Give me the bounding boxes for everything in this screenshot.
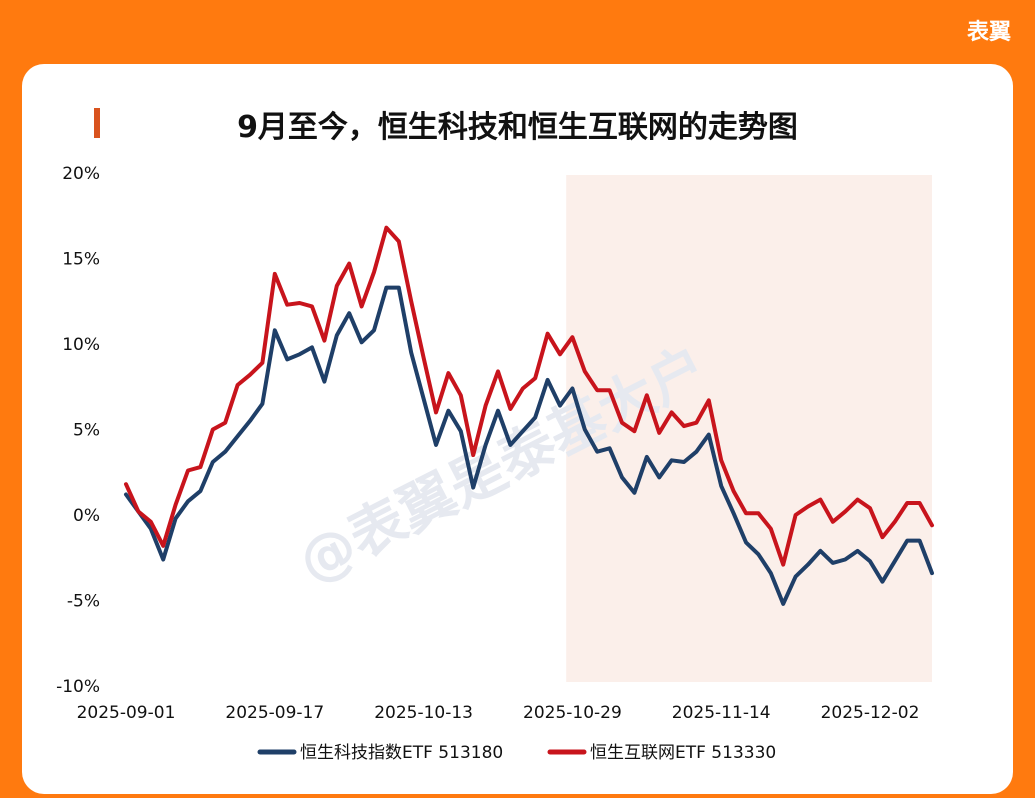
y-tick-label: 5%	[73, 421, 100, 441]
y-tick-label: 0%	[73, 506, 100, 526]
x-tick-label: 2025-10-29	[523, 703, 622, 723]
chart-card: 9月至今，恒生科技和恒生互联网的走势图 @表翼是泰基大户 20% 15% 10% 5%…	[22, 64, 1013, 794]
x-tick-label: 2025-12-02	[821, 703, 920, 723]
x-tick-label: 2025-09-17	[225, 703, 324, 723]
legend-label-2: 恒生互联网ETF 513330	[590, 743, 776, 763]
x-tick-label: 2025-10-13	[374, 703, 473, 723]
chart-title: 9月至今，恒生科技和恒生互联网的走势图	[237, 110, 798, 145]
x-tick-label: 2025-09-01	[77, 703, 176, 723]
series-line-2	[124, 225, 934, 567]
line-chart: @表翼是泰基大户 20%15%10%5%0%-5%-10% 2025-09-01…	[56, 164, 934, 763]
x-tick-label: 2025-11-14	[672, 703, 771, 723]
brand-logo: 表翼	[966, 20, 1011, 45]
accent-bar	[94, 108, 100, 138]
y-tick-label: 15%	[62, 250, 100, 270]
y-tick-label: 10%	[62, 335, 100, 355]
y-tick-label: -10%	[56, 677, 100, 697]
y-tick-label: 20%	[62, 164, 100, 184]
legend-label-1: 恒生科技指数ETF 513180	[300, 743, 503, 763]
y-tick-label: -5%	[67, 592, 100, 612]
series-line-1	[124, 285, 934, 606]
